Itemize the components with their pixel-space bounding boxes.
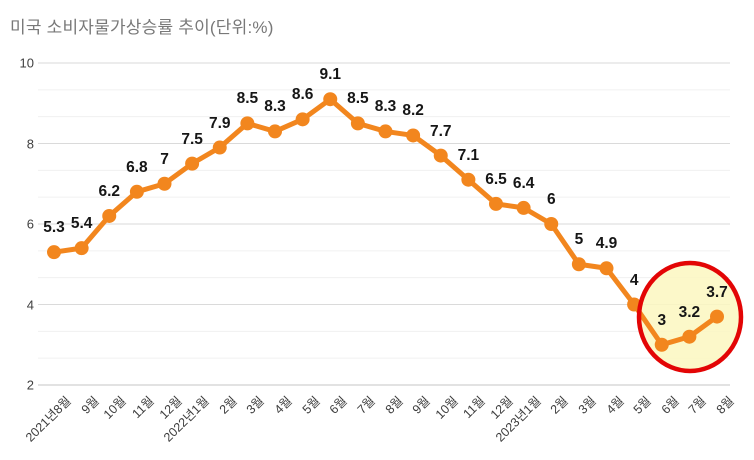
data-point-marker	[102, 208, 117, 223]
y-tick-label: 6	[26, 216, 34, 232]
highlight-ellipse-stroke	[636, 260, 744, 374]
data-value-label: 7.7	[429, 122, 452, 140]
data-value-label: 8.5	[347, 90, 369, 108]
data-point-marker	[350, 116, 365, 131]
data-value-label: 8.2	[402, 102, 424, 120]
data-value-label: 6	[546, 191, 556, 208]
data-value-label: 7	[160, 150, 169, 168]
data-point-marker	[433, 148, 448, 163]
data-value-label: 7.1	[457, 146, 480, 164]
data-point-marker	[185, 156, 200, 171]
data-value-label: 6.2	[98, 182, 121, 200]
data-point-marker	[157, 176, 172, 191]
data-value-label: 6.8	[126, 158, 148, 176]
data-point-marker	[295, 112, 310, 127]
data-value-label: 8.6	[291, 86, 314, 104]
data-value-label: 3	[657, 311, 667, 329]
data-value-label: 3.2	[678, 303, 701, 321]
data-value-label: 9.1	[319, 66, 342, 84]
data-point-marker	[74, 241, 89, 256]
data-value-label: 3.7	[706, 283, 728, 301]
data-point-marker	[710, 309, 724, 324]
y-tick-label: 4	[26, 297, 34, 312]
data-point-marker	[378, 124, 393, 139]
y-tick-label: 2	[26, 377, 34, 393]
data-point-marker	[489, 196, 503, 211]
data-point-marker	[406, 128, 421, 143]
data-point-marker	[240, 116, 255, 131]
data-point-marker	[516, 200, 531, 215]
data-point-marker	[461, 172, 476, 187]
data-point-marker	[571, 257, 586, 272]
data-value-label: 4	[629, 271, 639, 289]
chart-title: 미국 소비자물가상승률 추이(단위:%)	[10, 18, 274, 37]
data-point-marker	[129, 184, 144, 199]
data-value-label: 5.3	[43, 219, 65, 237]
data-value-label: 6.5	[485, 170, 507, 188]
y-tick-label: 8	[26, 136, 34, 151]
data-point-marker	[544, 217, 559, 231]
data-point-marker	[323, 92, 338, 107]
data-point-marker	[268, 124, 282, 139]
data-value-label: 4.9	[595, 235, 618, 253]
data-value-label: 8.3	[374, 98, 397, 116]
data-value-label: 5	[574, 231, 584, 249]
data-value-label: 8.5	[236, 90, 259, 108]
data-point-marker	[654, 337, 669, 352]
data-point-marker	[599, 261, 614, 276]
data-point-marker	[212, 140, 227, 155]
data-value-label: 6.4	[512, 174, 535, 192]
data-value-label: 8.3	[264, 98, 286, 116]
data-value-label: 7.9	[208, 114, 231, 132]
data-point-marker	[47, 245, 61, 260]
data-point-marker	[682, 329, 697, 344]
data-value-label: 5.4	[70, 215, 93, 233]
data-value-label: 7.5	[181, 130, 203, 148]
y-tick-label: 10	[19, 55, 34, 71]
